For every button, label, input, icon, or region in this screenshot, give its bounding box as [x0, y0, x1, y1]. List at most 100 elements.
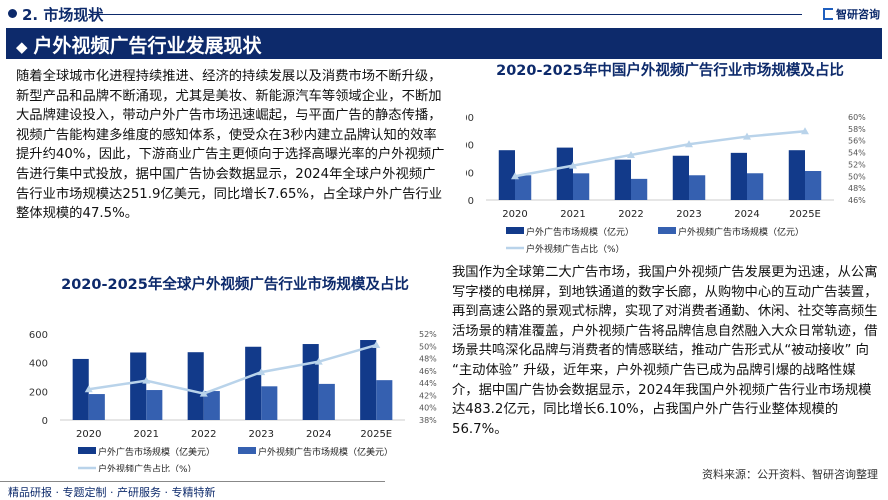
bar-outdoor-ad: [187, 352, 204, 420]
bar-outdoor-video-ad: [689, 175, 706, 200]
y-tick-label: 600: [29, 330, 48, 341]
bar-outdoor-ad: [788, 150, 805, 200]
legend-video: 户外视频广告市场规模（亿元）: [678, 226, 804, 238]
share-marker: [199, 389, 208, 397]
y-tick-label: 500: [466, 168, 474, 179]
bar-outdoor-ad: [614, 159, 631, 200]
legend-share: 户外视频广告占比（%）: [526, 243, 625, 255]
y2-tick-label: 60%: [848, 113, 866, 122]
share-line: [88, 343, 377, 395]
global-chart: 0 200 400 600 38% 40% 42% 44% 46% 48% 50% 52% 2020 20…: [29, 330, 437, 472]
x-tick-label: 2020: [502, 209, 527, 220]
x-tick-label: 2024: [734, 209, 759, 220]
chart-title-global: 2020-2025年全球户外视频广告行业市场规模及占比: [61, 277, 409, 293]
y2-tick-label: 54%: [848, 149, 866, 158]
share-marker: [743, 132, 751, 140]
bar-outdoor-ad: [360, 340, 377, 420]
legend-outdoor: 户外广告市场规模（亿美元）: [98, 446, 215, 458]
legend-swatch-outdoor: [78, 447, 96, 454]
bar-outdoor-video-ad: [203, 391, 220, 420]
y2-tick-label: 44%: [419, 379, 437, 388]
x-tick-label: 2021: [560, 209, 585, 220]
y2-tick-label: 50%: [419, 342, 437, 351]
bar-outdoor-video-ad: [146, 390, 163, 420]
bar-outdoor-ad: [498, 150, 515, 200]
share-marker: [142, 376, 151, 384]
y2-tick-label: 46%: [848, 196, 866, 205]
logo-icon: [823, 8, 833, 20]
bar-outdoor-ad: [556, 147, 573, 200]
y-tick-label: 0: [42, 416, 48, 427]
logo-text: 智研咨询: [836, 8, 880, 21]
y-tick-label: 1500: [466, 113, 474, 124]
legend-video: 户外视频广告市场规模（亿美元）: [258, 446, 393, 458]
x-tick-label: 2023: [676, 209, 701, 220]
top-bar: 2. 市场现状 智研咨询: [0, 0, 888, 28]
y2-tick-label: 52%: [419, 330, 437, 339]
share-line: [514, 129, 806, 178]
diamond-icon: ◆: [16, 38, 28, 56]
y2-tick-label: 40%: [419, 404, 437, 413]
share-marker: [627, 150, 635, 158]
legend-swatch-video: [658, 227, 676, 234]
y2-tick-label: 56%: [848, 137, 866, 146]
bar-outdoor-ad: [730, 152, 747, 200]
footer-slogan: 精品研报 · 专题定制 · 产研服务 · 专精特新: [8, 486, 216, 499]
bar-outdoor-ad: [302, 344, 319, 420]
logo: 智研咨询: [823, 6, 880, 22]
footer-divider: [0, 481, 385, 482]
y2-tick-label: 58%: [848, 125, 866, 134]
share-marker: [257, 368, 266, 376]
bar-outdoor-ad: [130, 352, 147, 420]
legend-outdoor: 户外广告市场规模（亿元）: [526, 226, 634, 238]
bar-outdoor-video-ad: [631, 178, 648, 200]
y2-tick-label: 48%: [848, 184, 866, 193]
y2-tick-label: 52%: [848, 160, 866, 169]
bar-outdoor-video-ad: [805, 171, 822, 200]
x-tick-label: 2022: [618, 209, 643, 220]
bar-outdoor-video-ad: [573, 173, 590, 200]
right-paragraph: 我国作为全球第二大广告市场，我国户外视频广告发展更为迅速，从公寓写字楼的电梯屏，…: [452, 265, 878, 437]
x-tick-label: 2025E: [360, 429, 392, 440]
x-tick-label: 2023: [249, 429, 274, 440]
left-paragraph: 随着全球城市化进程持续推进、经济的持续发展以及消费市场不断升级，新型产品和品牌不…: [16, 69, 445, 222]
share-marker: [372, 341, 381, 349]
chart-title-china: 2020-2025年中国户外视频广告行业市场规模及占比: [496, 63, 844, 79]
bar-outdoor-video-ad: [318, 383, 335, 420]
bullet-icon: [8, 9, 17, 18]
y-tick-label: 1000: [466, 141, 474, 152]
share-marker: [511, 172, 519, 180]
share-marker: [801, 127, 809, 135]
y2-tick-label: 46%: [419, 367, 437, 376]
legend-swatch-video: [238, 447, 256, 454]
bar-outdoor-video-ad: [261, 386, 278, 420]
bar-outdoor-video-ad: [747, 173, 764, 200]
y2-tick-label: 50%: [848, 172, 866, 181]
x-tick-label: 2021: [134, 429, 159, 440]
x-tick-label: 2020: [76, 429, 101, 440]
y-tick-label: 200: [29, 387, 48, 398]
page-title-band: ◆ 户外视频广告行业发展现状: [6, 28, 882, 59]
bar-outdoor-video-ad: [88, 394, 105, 420]
y2-tick-label: 48%: [419, 355, 437, 364]
page-title: 户外视频广告行业发展现状: [33, 35, 262, 57]
bar-outdoor-ad: [72, 358, 89, 420]
bar-outdoor-video-ad: [376, 380, 393, 420]
y2-tick-label: 38%: [419, 416, 437, 425]
x-tick-label: 2022: [191, 429, 216, 440]
y-tick-label: 400: [29, 359, 48, 370]
legend-share: 户外视频广告占比（%）: [98, 463, 197, 472]
share-marker: [84, 385, 93, 393]
share-marker: [314, 357, 323, 365]
share-marker: [569, 161, 577, 169]
source-note: 资料来源：公开资料、智研咨询整理: [702, 468, 878, 481]
y-tick-label: 0: [468, 196, 474, 207]
section-title: 2. 市场现状: [22, 6, 104, 24]
bar-outdoor-video-ad: [515, 175, 532, 200]
bar-outdoor-ad: [672, 155, 689, 200]
bar-outdoor-ad: [245, 346, 262, 420]
divider: [88, 14, 802, 15]
legend-swatch-outdoor: [506, 227, 524, 234]
x-tick-label: 2025E: [789, 209, 821, 220]
x-tick-label: 2024: [306, 429, 331, 440]
